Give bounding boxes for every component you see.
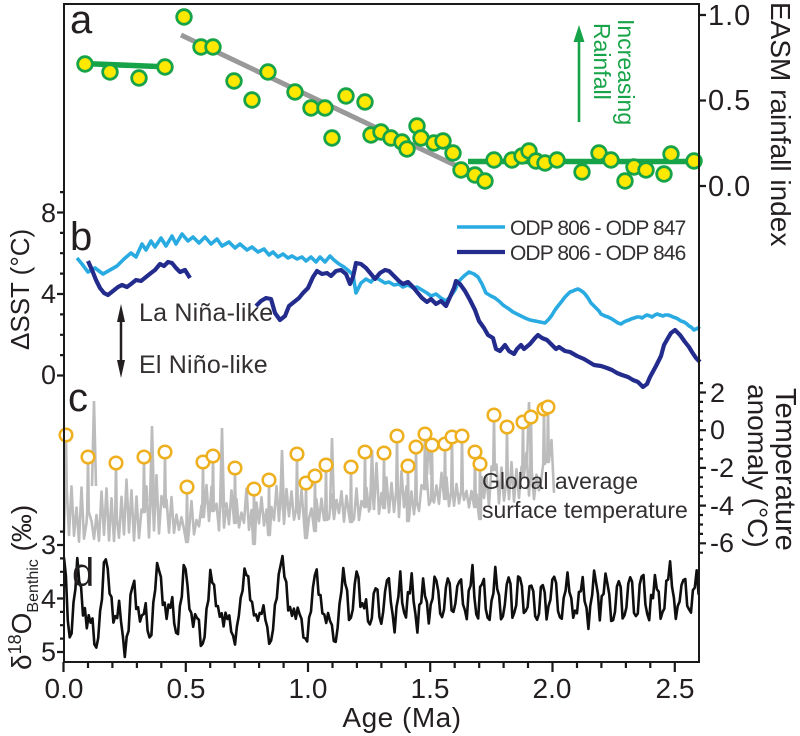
svg-text:b: b: [70, 215, 92, 259]
svg-text:-6: -6: [710, 528, 734, 558]
svg-text:EASM rainfall index: EASM rainfall index: [765, 2, 796, 246]
svg-text:3: 3: [41, 530, 56, 560]
svg-text:d: d: [72, 551, 94, 595]
svg-text:Age (Ma): Age (Ma): [342, 702, 461, 733]
svg-text:2.5: 2.5: [656, 673, 695, 704]
svg-text:a: a: [70, 0, 93, 42]
svg-text:2.0: 2.0: [533, 673, 572, 704]
svg-text:0.5: 0.5: [708, 85, 751, 117]
svg-text:Temperature: Temperature: [769, 388, 800, 551]
svg-text:ODP 806 - ODP 846: ODP 806 - ODP 846: [510, 242, 686, 265]
svg-text:1.0: 1.0: [289, 673, 328, 704]
svg-text:5: 5: [41, 637, 56, 667]
svg-text:1.0: 1.0: [708, 0, 751, 32]
svg-text:-2: -2: [710, 453, 734, 483]
svg-text:8: 8: [41, 198, 56, 228]
svg-text:0: 0: [710, 415, 725, 445]
svg-text:ΔSST (°C): ΔSST (°C): [5, 229, 35, 350]
svg-text:4: 4: [41, 279, 56, 309]
svg-text:1.5: 1.5: [411, 673, 450, 704]
svg-text:La Niña-like: La Niña-like: [139, 299, 273, 327]
svg-text:0: 0: [41, 360, 56, 390]
svg-text:0.0: 0.0: [45, 673, 84, 704]
svg-text:-4: -4: [710, 491, 734, 521]
svg-text:0.5: 0.5: [167, 673, 206, 704]
svg-text:surface temperature: surface temperature: [482, 497, 688, 523]
svg-text:ODP 806 - ODP 847: ODP 806 - ODP 847: [510, 217, 686, 240]
svg-text:4: 4: [41, 584, 56, 614]
svg-text:anomaly (°C): anomaly (°C): [742, 384, 773, 548]
svg-text:2: 2: [710, 378, 725, 408]
svg-text:Increasing: Increasing: [613, 19, 639, 125]
svg-text:0.0: 0.0: [708, 171, 751, 203]
svg-text:El Niño-like: El Niño-like: [139, 351, 268, 379]
svg-text:c: c: [68, 376, 88, 420]
svg-text:Global average: Global average: [482, 468, 638, 494]
svg-text:Rainfall: Rainfall: [589, 23, 615, 100]
